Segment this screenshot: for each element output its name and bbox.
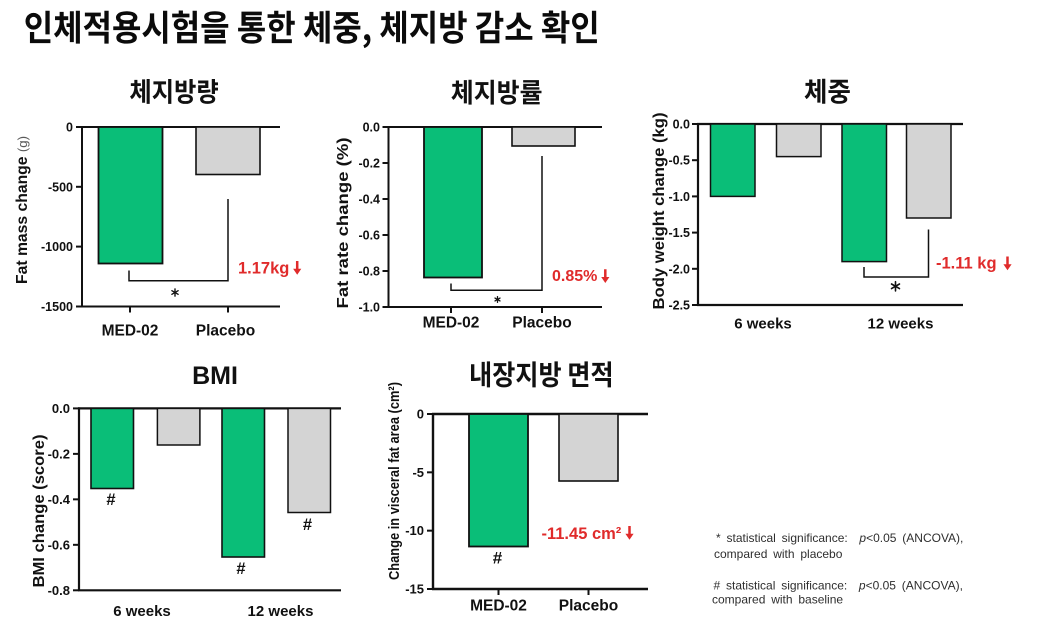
svg-text:-0.6: -0.6 xyxy=(48,537,70,552)
svg-text:#: # xyxy=(303,516,312,534)
svg-text:Fat mass change (g): Fat mass change (g) xyxy=(14,136,31,284)
svg-text:Placebo: Placebo xyxy=(559,598,618,615)
svg-text:BMI change (score): BMI change (score) xyxy=(31,435,48,588)
svg-text:-0.8: -0.8 xyxy=(48,583,70,598)
svg-text:0: 0 xyxy=(66,121,73,135)
svg-text:compared with baseline: compared with baseline xyxy=(712,593,843,607)
svg-text:-0.8: -0.8 xyxy=(358,265,380,279)
svg-text:-5: -5 xyxy=(412,465,424,480)
svg-text:-0.5: -0.5 xyxy=(668,154,690,168)
svg-text:12 weeks: 12 weeks xyxy=(868,316,934,333)
svg-text:-11.45 cm²: -11.45 cm² xyxy=(542,525,622,543)
svg-text:1.17kg: 1.17kg xyxy=(238,260,289,278)
svg-text:Body weight change (kg): Body weight change (kg) xyxy=(651,113,668,310)
svg-text:6 weeks: 6 weeks xyxy=(734,316,792,333)
svg-text:BMI: BMI xyxy=(192,362,238,390)
svg-text:0: 0 xyxy=(417,407,424,422)
svg-text:-500: -500 xyxy=(48,180,73,194)
svg-text:-0.4: -0.4 xyxy=(358,193,380,207)
svg-text:-1.11 kg: -1.11 kg xyxy=(936,255,997,273)
svg-text:-2.5: -2.5 xyxy=(668,299,690,313)
svg-text:-1.0: -1.0 xyxy=(358,301,380,315)
svg-text:-15: -15 xyxy=(405,581,424,596)
svg-text:-1.5: -1.5 xyxy=(668,226,690,240)
svg-text:0.85%: 0.85% xyxy=(552,268,597,285)
svg-text:MED-02: MED-02 xyxy=(470,598,527,615)
svg-text:MED-02: MED-02 xyxy=(102,323,159,340)
svg-text:#: # xyxy=(493,549,503,568)
svg-text:Placebo: Placebo xyxy=(196,323,255,340)
svg-text:Change in visceral fat area (c: Change in visceral fat area (cm²) xyxy=(386,382,403,580)
svg-text:Placebo: Placebo xyxy=(512,315,571,332)
svg-text:6 weeks: 6 weeks xyxy=(113,603,171,620)
svg-text:MED-02: MED-02 xyxy=(423,315,480,332)
svg-text:12 weeks: 12 weeks xyxy=(248,603,314,620)
svg-text:# statistical significance: p: # statistical significance: p<0.05 (ANCO… xyxy=(714,579,963,593)
svg-text:0.0: 0.0 xyxy=(673,118,690,132)
svg-text:0.0: 0.0 xyxy=(52,401,70,416)
svg-text:-1.0: -1.0 xyxy=(668,190,690,204)
svg-text:-0.2: -0.2 xyxy=(358,157,380,171)
svg-text:-10: -10 xyxy=(405,523,424,538)
svg-text:#: # xyxy=(106,491,115,509)
svg-text:-0.2: -0.2 xyxy=(48,446,70,461)
svg-text:* statistical significance: p: * statistical significance: p<0.05 (ANCO… xyxy=(716,531,963,545)
svg-text:-0.4: -0.4 xyxy=(48,492,71,507)
svg-text:-2.0: -2.0 xyxy=(668,262,690,276)
svg-text:0.0: 0.0 xyxy=(363,121,380,135)
svg-text:compared with placebo: compared with placebo xyxy=(714,547,843,561)
svg-text:-1000: -1000 xyxy=(41,240,73,254)
svg-text:-1500: -1500 xyxy=(41,300,73,314)
svg-text:-0.6: -0.6 xyxy=(358,229,380,243)
svg-text:Fat rate change (%): Fat rate change (%) xyxy=(335,138,352,309)
svg-text:#: # xyxy=(236,560,245,578)
